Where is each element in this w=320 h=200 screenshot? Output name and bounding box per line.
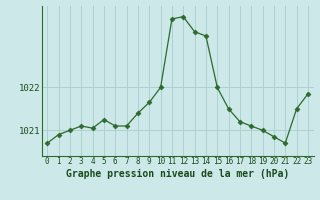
- X-axis label: Graphe pression niveau de la mer (hPa): Graphe pression niveau de la mer (hPa): [66, 169, 289, 179]
